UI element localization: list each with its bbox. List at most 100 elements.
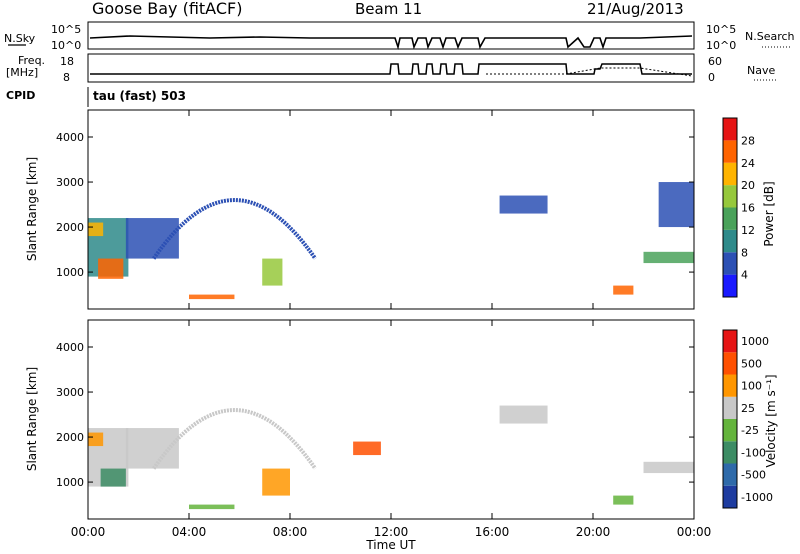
colorbar-swatch: [723, 252, 737, 275]
colorbar-tick-label: 24: [741, 157, 755, 170]
date-title: 21/Aug/2013: [587, 0, 684, 18]
time-x-axis-label: Time UT: [365, 538, 416, 552]
echo-region-8: [643, 251, 694, 264]
colorbar-swatch: [723, 352, 737, 375]
colorbar-tick-label: -25: [741, 424, 759, 437]
echo-region-9: [643, 461, 694, 474]
echo-arc: [152, 198, 317, 260]
echo-region-4: [189, 504, 235, 510]
colorbar-swatch: [723, 485, 737, 508]
colorbar-swatch: [723, 374, 737, 397]
colorbar-tick-label: 25: [741, 402, 755, 415]
nsky-tick-bottom: 10^0: [51, 39, 81, 52]
x-tick-label: 08:00: [273, 525, 308, 539]
colorbar-swatch: [723, 396, 737, 419]
echo-region-5: [262, 468, 290, 496]
velocity-colorbar-label: Velocity [m s⁻¹]: [764, 374, 778, 467]
velocity-data-layer: [88, 405, 694, 510]
colorbar-swatch: [723, 185, 737, 208]
x-tick-label: 00:00: [71, 525, 106, 539]
colorbar-tick-label: 28: [741, 134, 755, 147]
x-tick-label: 20:00: [576, 525, 611, 539]
station-title: Goose Bay (fitACF): [92, 0, 242, 18]
nsearch-tick-top: 10^5: [706, 23, 736, 36]
cpid-text: tau (fast) 503: [93, 89, 186, 103]
echo-region-1: [88, 432, 104, 447]
nave-trace: [486, 67, 693, 77]
y-tick-label: 4000: [56, 341, 84, 354]
echo-region-7: [499, 405, 548, 424]
y-tick-label: 3000: [56, 176, 84, 189]
velocity-y-axis: 1000 2000 3000 4000: [56, 341, 694, 489]
power-panel-bg: [88, 110, 694, 309]
freq-label-line2: [MHz]: [6, 66, 38, 79]
echo-region-3: [125, 218, 179, 259]
power-colorbar: 4 8 12 16 20 24 28: [722, 117, 755, 298]
colorbar-tick-label: 4: [741, 269, 748, 282]
colorbar-tick-label: 8: [741, 246, 748, 259]
nsky-panel-frame: [87, 21, 695, 50]
colorbar-tick-label: -500: [741, 469, 766, 482]
power-data-layer: [88, 182, 694, 300]
echo-region-1: [98, 258, 124, 279]
x-tick-label: 16:00: [475, 525, 510, 539]
colorbar-tick-label: -1000: [741, 491, 773, 504]
freq-tick-top: 18: [60, 55, 74, 68]
y-tick-label: 3000: [56, 386, 84, 399]
y-tick-label: 2000: [56, 431, 84, 444]
colorbar-swatch: [723, 207, 737, 230]
y-tick-label: 1000: [56, 476, 84, 489]
freq-panel-frame: [87, 53, 695, 83]
colorbar-swatch: [723, 229, 737, 253]
colorbar-swatch: [723, 140, 737, 163]
colorbar-swatch: [723, 118, 737, 141]
colorbar-tick-label: 16: [741, 202, 755, 215]
nsky-trace: [89, 35, 693, 50]
freq-label-line1: Freq.: [18, 54, 45, 67]
freq-tick-bottom: 8: [63, 71, 70, 84]
nsearch-label: N.Search: [745, 30, 795, 43]
y-tick-label: 4000: [56, 131, 84, 144]
cpid-label: CPID: [6, 89, 35, 102]
colorbar-tick-label: 500: [741, 357, 762, 370]
echo-region-4: [189, 294, 235, 300]
colorbar-swatch: [723, 330, 737, 353]
colorbar-swatch: [723, 274, 737, 297]
echo-region-5: [262, 258, 283, 286]
nave-tick-bottom: 0: [708, 71, 715, 84]
colorbar-swatch: [723, 419, 737, 442]
colorbar-swatch: [723, 441, 737, 464]
power-colorbar-label: Power [dB]: [762, 181, 776, 246]
echo-region-3: [125, 428, 179, 469]
beam-title: Beam 11: [355, 0, 422, 18]
power-y-axis-label: Slant Range [km]: [25, 157, 39, 261]
echo-region-8: [613, 495, 634, 505]
y-tick-label: 2000: [56, 221, 84, 234]
echo-region-6: [499, 195, 548, 214]
colorbar-tick-label: 20: [741, 179, 755, 192]
velocity-panel-bg: [88, 320, 694, 519]
nsearch-tick-bottom: 10^0: [706, 39, 736, 52]
colorbar-swatch: [723, 162, 737, 186]
power-y-axis: 1000 2000 3000 4000: [56, 131, 694, 279]
x-tick-label: 12:00: [374, 525, 409, 539]
velocity-colorbar: 1000 500 100 25 -25 -100 -500 -1000: [722, 329, 773, 509]
nsky-tick-top: 10^5: [51, 23, 81, 36]
echo-arc: [152, 408, 317, 470]
nave-label: Nave: [747, 64, 775, 77]
colorbar-swatch: [723, 463, 737, 486]
nave-tick-top: 60: [708, 55, 722, 68]
echo-region-2: [88, 222, 104, 237]
velocity-y-axis-label: Slant Range [km]: [25, 367, 39, 471]
x-tick-label: 04:00: [172, 525, 207, 539]
colorbar-frame: [722, 117, 738, 298]
freq-trace: [90, 63, 692, 75]
echo-region-6: [353, 441, 381, 456]
colorbar-tick-label: 1000: [741, 335, 769, 348]
colorbar-frame: [722, 329, 738, 509]
colorbar-tick-label: 12: [741, 224, 755, 237]
echo-region-2: [100, 468, 126, 487]
time-x-axis: 00:00 04:00 08:00 12:00 16:00 20:00 00:00: [71, 110, 712, 539]
x-tick-label: 00:00: [677, 525, 712, 539]
